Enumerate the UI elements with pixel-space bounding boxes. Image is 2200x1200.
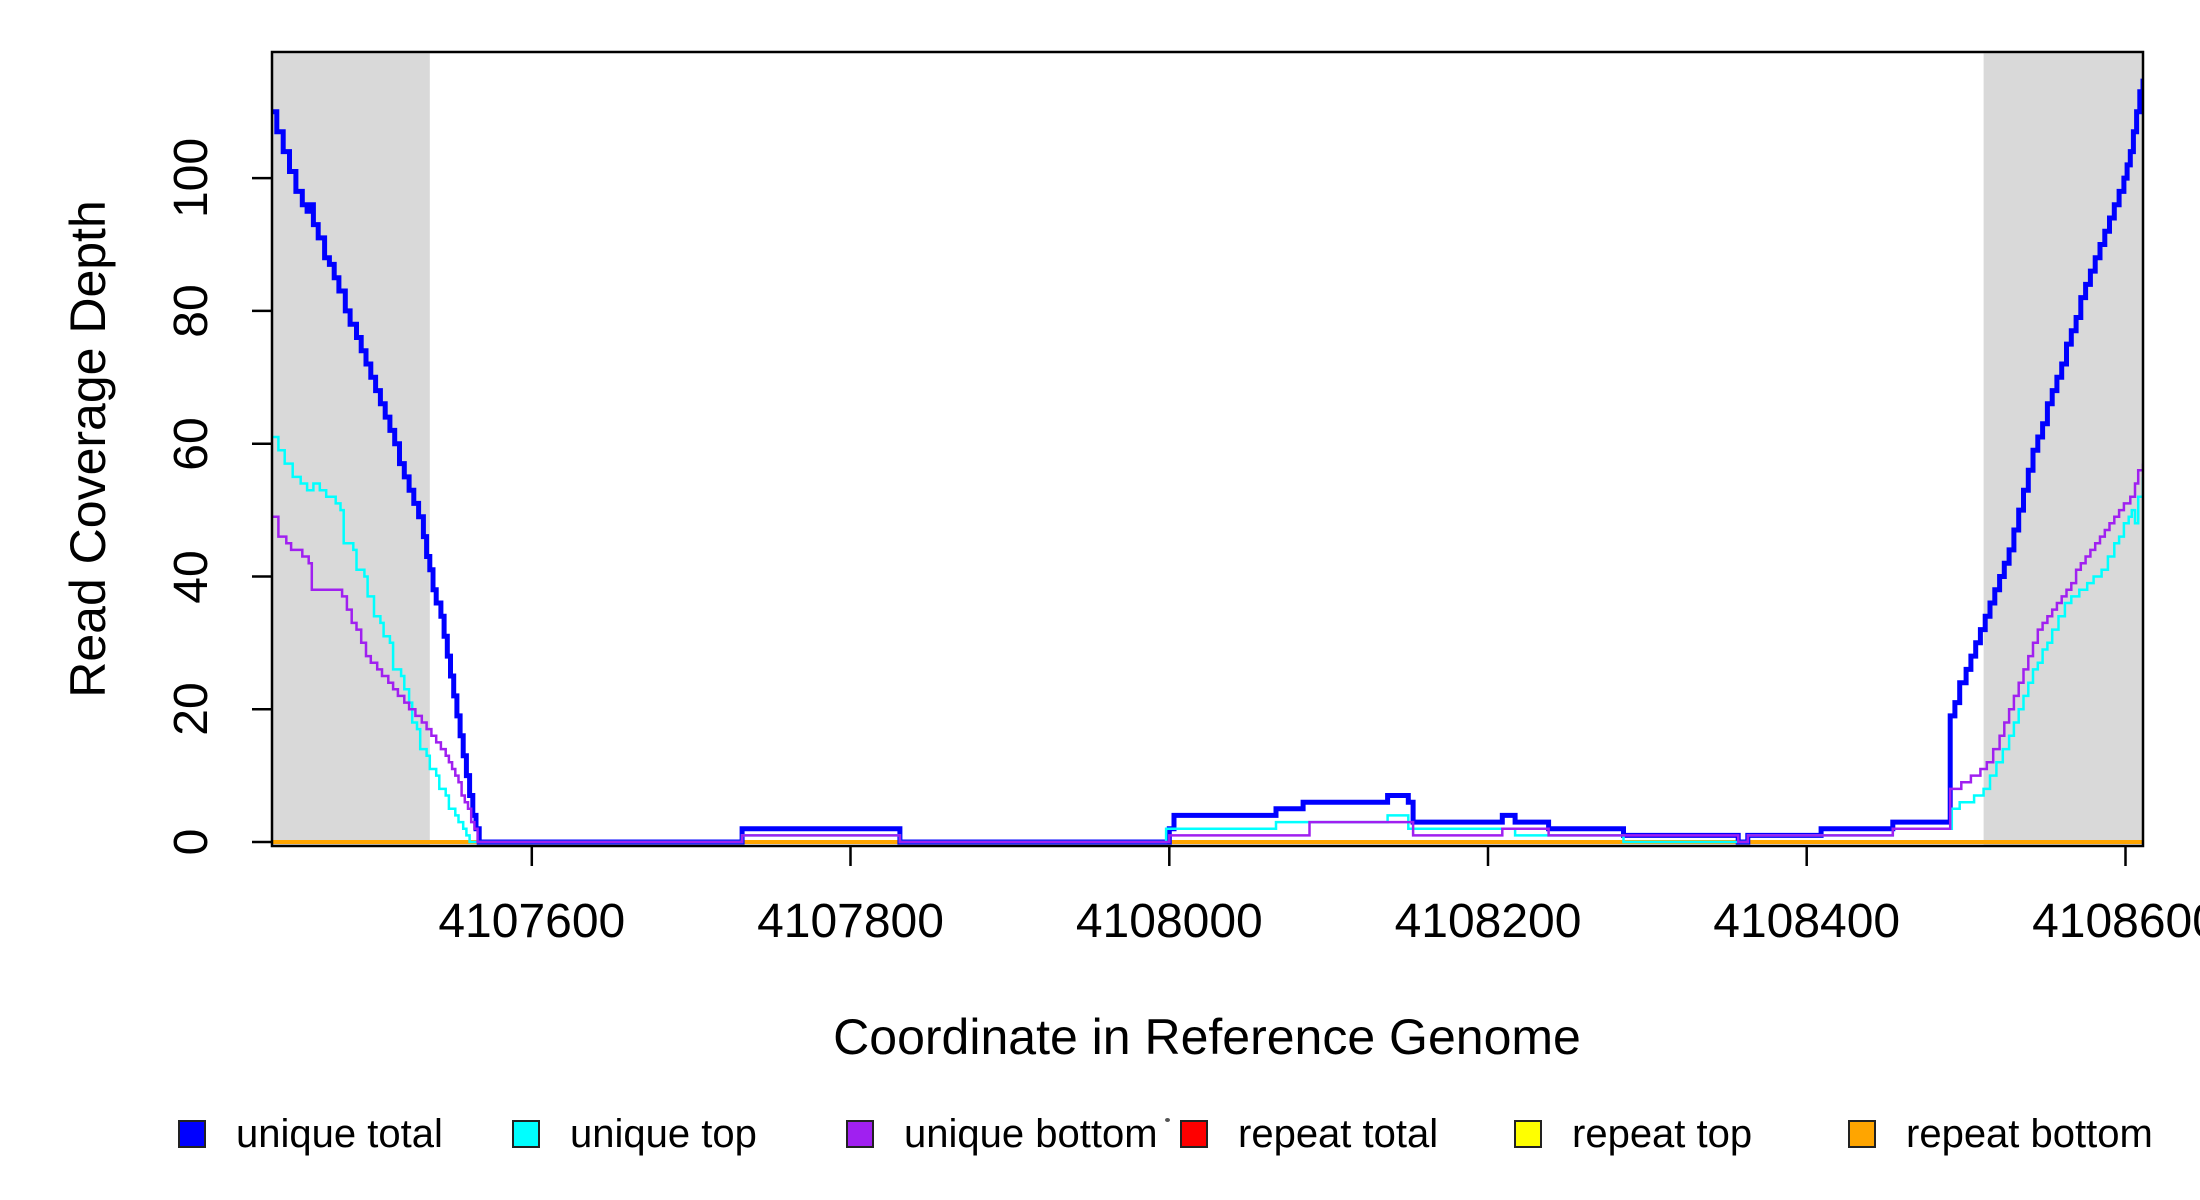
legend-item-repeat-top: repeat top [1514, 1110, 1752, 1158]
legend-item-unique-total: unique total [178, 1110, 443, 1158]
legend-label: repeat total [1238, 1112, 1439, 1156]
y-tick-label: 60 [165, 416, 218, 471]
x-tick-label: 4108400 [1713, 895, 1901, 948]
plot-border [270, 50, 2145, 848]
series-unique-top [272, 435, 2143, 844]
legend-swatch [846, 1120, 874, 1148]
legend-swatch [512, 1120, 540, 1148]
series-unique-total [272, 78, 2143, 845]
y-tick-label: 80 [165, 284, 218, 338]
y-axis-title: Read Coverage Depth [60, 200, 116, 698]
legend-swatch [1848, 1120, 1876, 1148]
x-tick-label: 4107600 [438, 895, 626, 948]
legend-label: unique bottom [904, 1112, 1158, 1156]
legend-swatch [1180, 1120, 1208, 1148]
legend-swatch [1514, 1120, 1542, 1148]
legend-label: unique total [236, 1112, 443, 1156]
legend-item-repeat-bottom: repeat bottom [1848, 1110, 2153, 1158]
stray-dot [1165, 1118, 1170, 1122]
x-tick-label: 4108000 [1075, 895, 1263, 948]
y-tick-label: 20 [165, 682, 218, 736]
legend-item-unique-bottom: unique bottom [846, 1110, 1158, 1158]
series-unique-bottom [272, 463, 2143, 844]
legend-label: repeat top [1572, 1112, 1753, 1156]
legend-swatch [178, 1120, 206, 1148]
x-tick-label: 4108200 [1394, 895, 1582, 948]
x-tick-label: 4107800 [757, 895, 944, 948]
y-tick-label: 40 [165, 549, 218, 604]
y-tick-label: 100 [165, 138, 218, 219]
x-axis-title: Coordinate in Reference Genome [833, 1009, 1581, 1065]
legend-label: repeat bottom [1906, 1112, 2153, 1156]
y-tick-label: 0 [165, 828, 218, 856]
legend-item-unique-top: unique top [512, 1110, 757, 1158]
legend-label: unique top [570, 1112, 757, 1156]
legend-item-repeat-total: repeat total [1180, 1110, 1438, 1158]
shaded-region [1983, 53, 2143, 845]
